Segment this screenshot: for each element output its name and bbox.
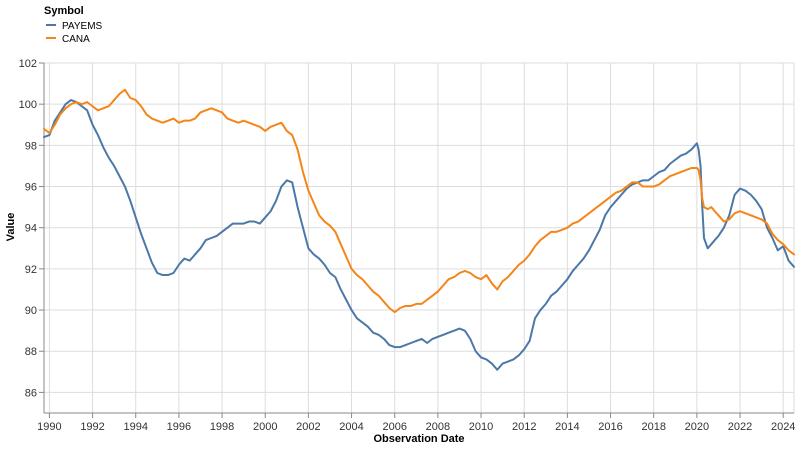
x-tick-label: 2002 (296, 421, 320, 433)
x-tick-label: 1994 (123, 421, 147, 433)
x-tick-label: 2008 (426, 421, 450, 433)
x-tick-label: 1992 (80, 421, 104, 433)
legend-label-cana: CANA (62, 34, 90, 45)
x-tick-label: 2024 (771, 421, 795, 433)
y-tick-label: 88 (25, 346, 37, 358)
y-tick-label: 92 (25, 264, 37, 276)
x-tick-label: 2018 (641, 421, 665, 433)
x-tick-label: 2012 (512, 421, 536, 433)
y-axis-title: Value (5, 213, 17, 242)
legend: Symbol PAYEMS CANA (44, 5, 103, 45)
x-tick-label: 2014 (555, 421, 579, 433)
y-tick-label: 86 (25, 387, 37, 399)
legend-title: Symbol (44, 5, 84, 17)
y-tick-label: 90 (25, 305, 37, 317)
x-tick-label: 2010 (469, 421, 493, 433)
y-tick-label: 96 (25, 182, 37, 194)
x-tick-label: 1990 (37, 421, 61, 433)
grid (44, 62, 795, 413)
y-tick-label: 102 (19, 58, 37, 70)
legend-label-payems: PAYEMS (62, 21, 103, 32)
axes: 86 88 90 92 94 96 98 100 102 1990 1992 1994 1996 1998… (19, 58, 796, 433)
x-tick-label: 2020 (685, 421, 709, 433)
x-tick-label: 2022 (728, 421, 752, 433)
x-tick-label: 1996 (167, 421, 191, 433)
y-tick-label: 100 (19, 99, 37, 111)
x-axis-title: Observation Date (373, 433, 464, 445)
series-line-payems (43, 99, 795, 371)
x-tick-label: 2006 (382, 421, 406, 433)
series-line-cana (43, 88, 795, 314)
y-tick-label: 98 (25, 140, 37, 152)
x-tick-label: 2004 (339, 421, 363, 433)
y-tick-label: 94 (25, 223, 37, 235)
x-tick-label: 2000 (253, 421, 277, 433)
x-tick-label: 2016 (598, 421, 622, 433)
x-tick-label: 1998 (210, 421, 234, 433)
series-lines (43, 88, 795, 371)
